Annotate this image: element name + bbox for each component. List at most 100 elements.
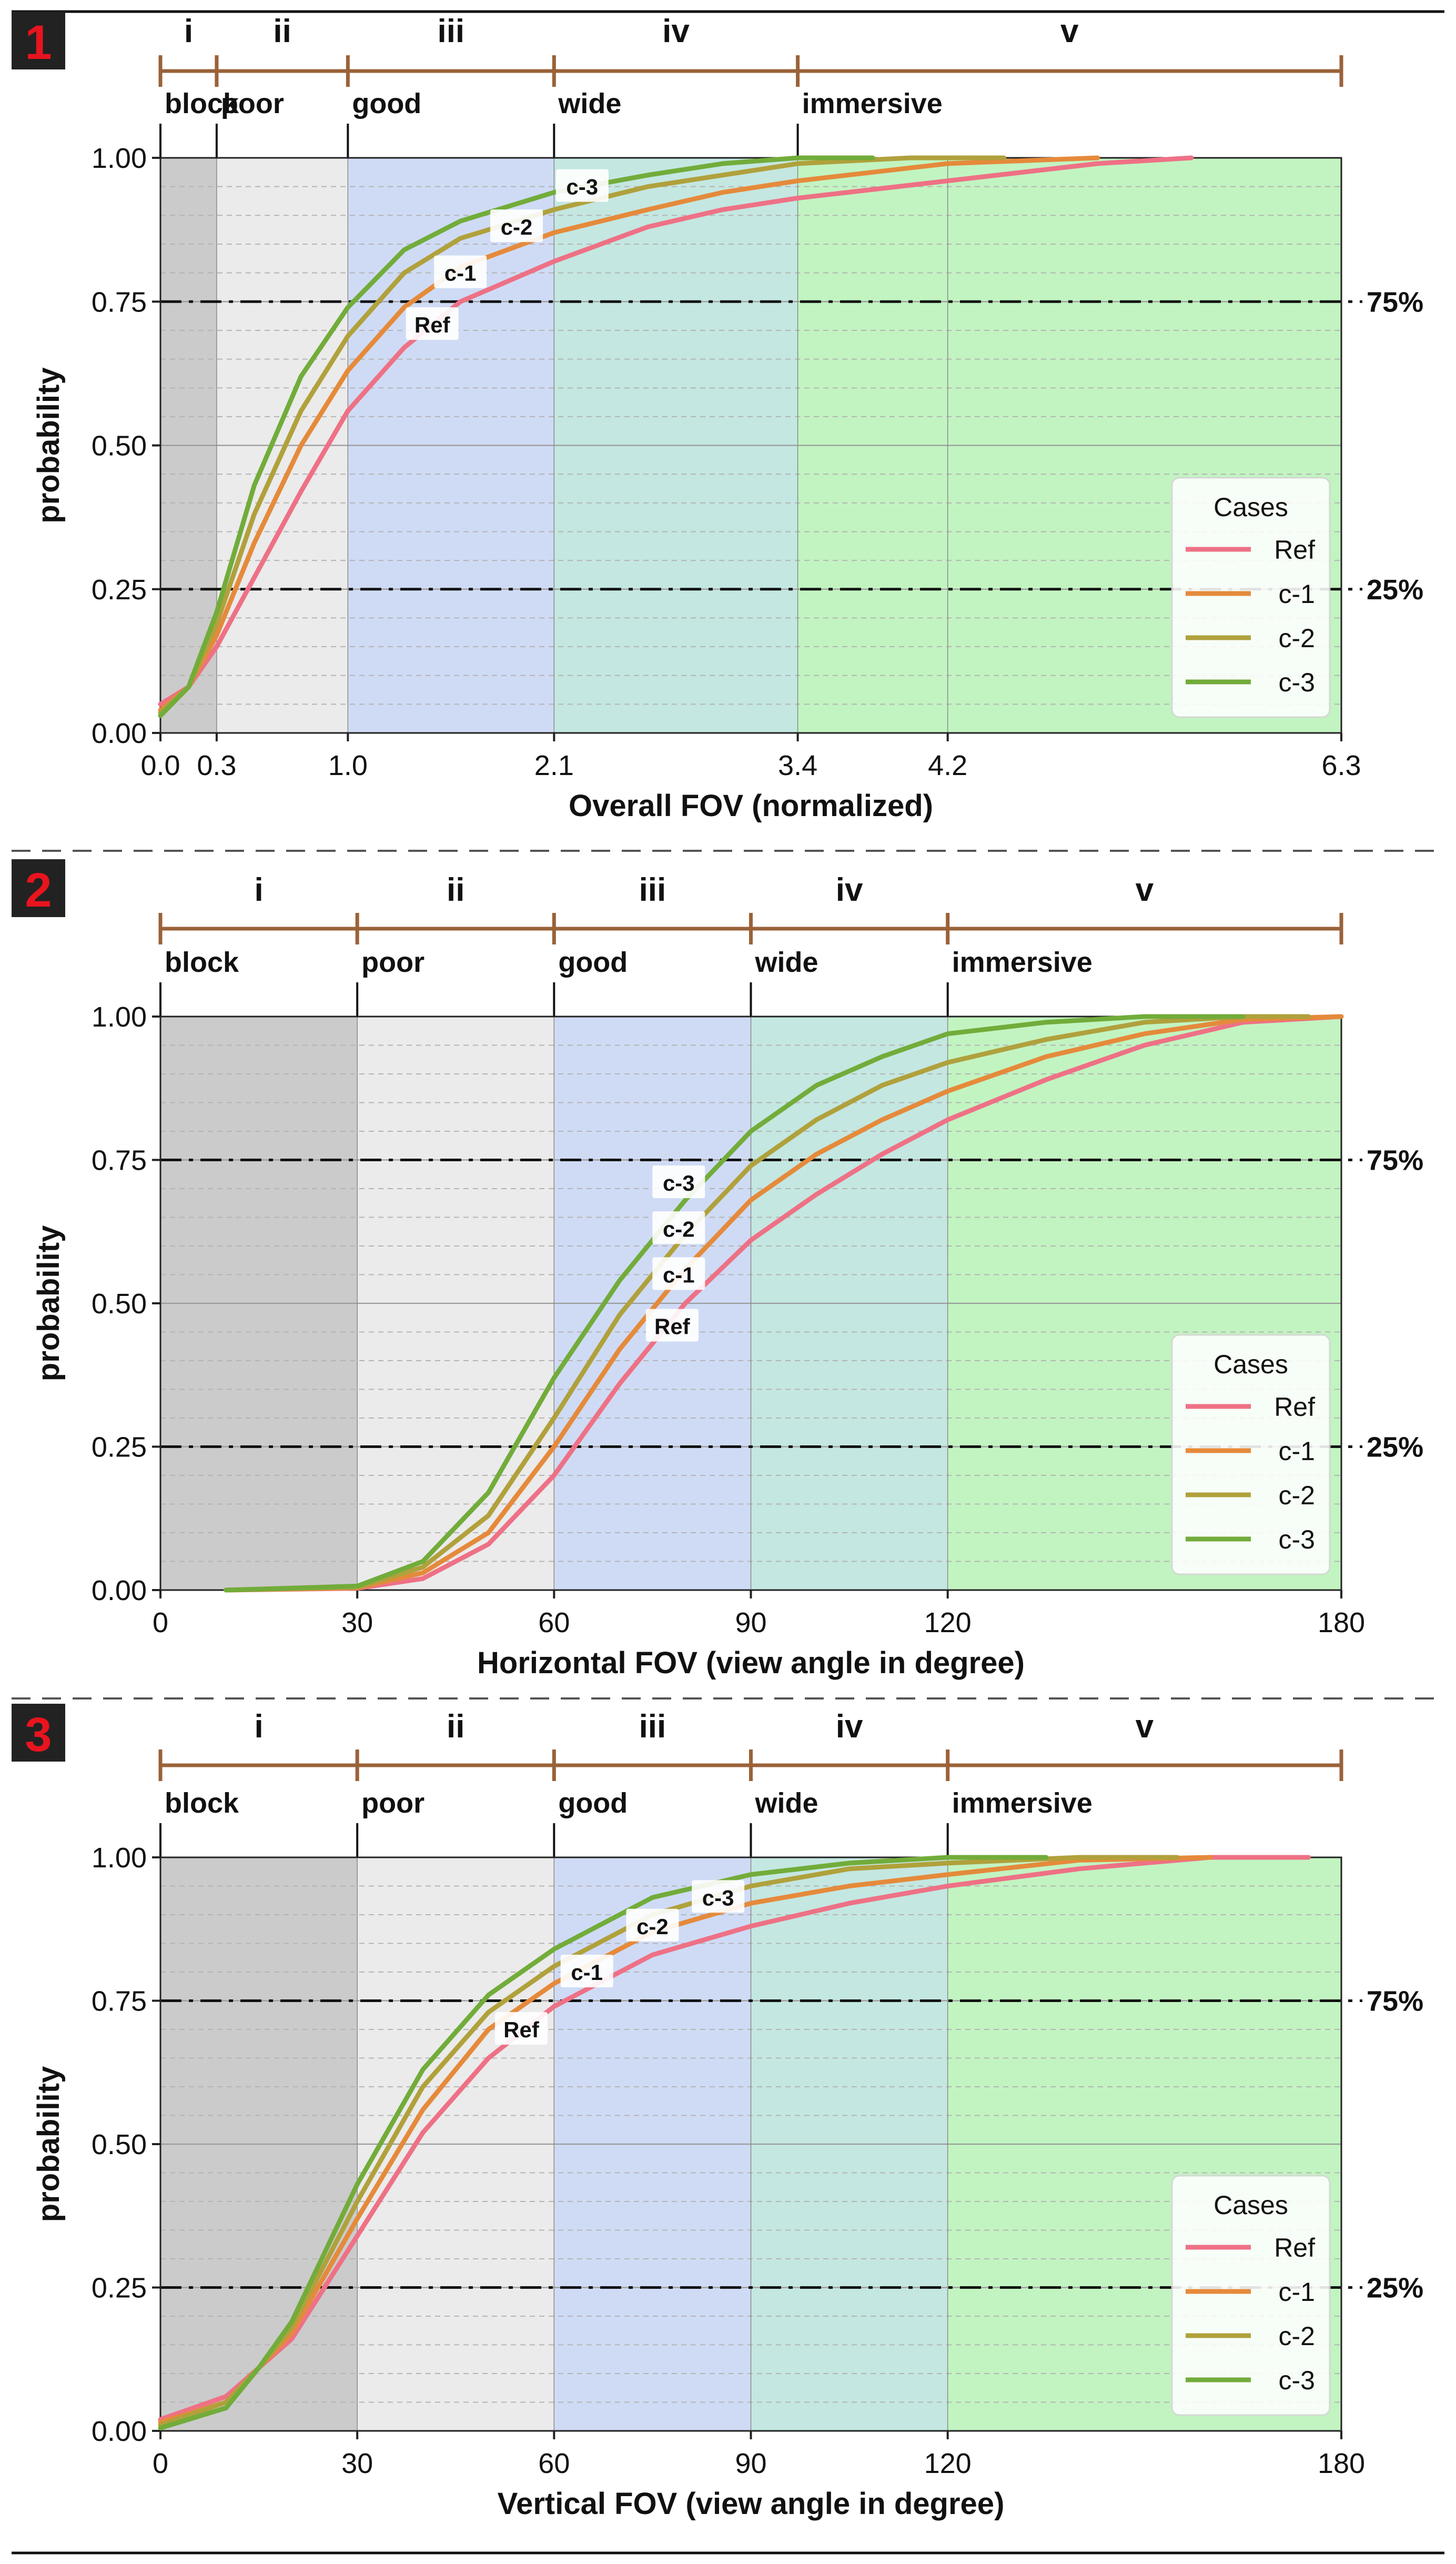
series-line-c-2 (158, 155, 1007, 716)
class-name-good: good (558, 1787, 628, 1819)
legend-box (1171, 1334, 1331, 1575)
x-tick-label: 90 (735, 2448, 766, 2479)
x-tick-label: 0 (153, 2448, 168, 2479)
legend-entry-ref: Ref (1274, 1392, 1315, 1422)
panel-badge (12, 1704, 65, 1762)
legend-entry-c-2: c-2 (1279, 2321, 1315, 2351)
y-axis-label: probability (32, 2066, 66, 2222)
legend-title: Cases (1214, 492, 1288, 522)
class-numeral: v (1060, 13, 1079, 49)
series-label-c-2: c-2 (636, 1914, 669, 1939)
series-line-ref (158, 155, 1194, 707)
class-numeral: v (1136, 1708, 1154, 1745)
class-name-poor: poor (361, 1787, 424, 1819)
legend-entry-ref: Ref (1274, 2233, 1315, 2263)
panel-badge-number: 2 (25, 863, 52, 917)
series-label-box (560, 1955, 613, 1987)
class-numeral: iv (836, 1708, 863, 1745)
legend-entry-c-3: c-3 (1279, 2366, 1315, 2395)
series-label-ref: Ref (503, 2017, 540, 2042)
class-numeral: ii (447, 872, 464, 908)
series-line-c-3 (158, 1855, 1049, 2431)
y-tick-label: 0.25 (92, 574, 147, 606)
y-tick-label: 1.00 (92, 143, 147, 174)
x-tick-label: 120 (924, 2448, 972, 2479)
series-label-c-1: c-1 (663, 1263, 695, 1288)
reference-label: 25% (1367, 574, 1423, 606)
class-name-poor: poor (221, 88, 284, 119)
series-line-c-3 (158, 155, 875, 718)
y-tick-label: 1.00 (92, 1842, 147, 1874)
series-label-box (652, 1211, 705, 1244)
x-axis-label: Vertical FOV (view angle in degree) (498, 2487, 1005, 2521)
series-label-box (494, 2012, 548, 2045)
class-numeral: ii (447, 1708, 464, 1745)
reference-label: 25% (1367, 2273, 1423, 2304)
series-line-c-3 (224, 1014, 1246, 1593)
series-label-c-2: c-2 (663, 1216, 695, 1241)
class-numeral: i (254, 1708, 263, 1745)
series-label-box (645, 1309, 699, 1342)
x-tick-label: 180 (1318, 1607, 1365, 1638)
legend-entry-c-2: c-2 (1279, 1481, 1315, 1510)
x-tick-label: 60 (538, 2448, 570, 2479)
class-numeral: i (254, 872, 263, 908)
class-numeral: iii (639, 1708, 666, 1745)
legend-entry-c-1: c-1 (1279, 1436, 1315, 1466)
x-tick-label: 1.0 (328, 750, 368, 781)
x-tick-label: 3.4 (778, 750, 817, 781)
y-tick-label: 1.00 (92, 1001, 147, 1033)
class-numeral: v (1136, 872, 1154, 908)
y-tick-label: 0.25 (92, 2273, 147, 2304)
x-tick-label: 0.3 (197, 750, 236, 781)
x-tick-label: 0 (153, 1607, 168, 1638)
y-tick-label: 0.75 (92, 1986, 147, 2017)
y-tick-label: 0.50 (92, 430, 147, 462)
class-name-good: good (558, 947, 628, 978)
x-tick-label: 60 (538, 1607, 570, 1638)
panel-badge (12, 859, 65, 917)
series-label-box (434, 255, 487, 288)
y-tick-label: 0.75 (92, 1145, 147, 1177)
class-name-good: good (352, 88, 421, 119)
x-tick-label: 180 (1318, 2448, 1365, 2479)
x-tick-label: 90 (735, 1607, 766, 1638)
y-tick-label: 0.75 (92, 286, 147, 318)
series-label-c-3: c-3 (566, 175, 598, 199)
x-tick-label: 2.1 (534, 750, 574, 781)
reference-label: 75% (1367, 1145, 1423, 1177)
series-label-box (555, 169, 609, 202)
legend-box (1171, 477, 1331, 718)
y-tick-label: 0.00 (92, 2416, 147, 2447)
x-tick-label: 6.3 (1321, 750, 1361, 781)
class-name-wide: wide (755, 1787, 818, 1819)
x-axis-label: Horizontal FOV (view angle in degree) (477, 1646, 1025, 1680)
reference-label: 75% (1367, 1986, 1423, 2017)
x-tick-label: 0.0 (140, 750, 180, 781)
x-tick-label: 30 (341, 1607, 373, 1638)
class-name-block: block (165, 1787, 239, 1819)
y-tick-label: 0.25 (92, 1432, 147, 1463)
series-label-box (652, 1165, 705, 1199)
series-label-box (692, 1880, 745, 1913)
series-label-c-1: c-1 (444, 261, 477, 286)
series-line-c-1 (158, 155, 1100, 712)
series-label-box (652, 1257, 705, 1290)
series-label-c-3: c-3 (663, 1171, 695, 1195)
y-axis-label: probability (32, 367, 66, 523)
class-name-wide: wide (558, 88, 621, 119)
class-numeral: iv (836, 872, 863, 908)
y-tick-label: 0.00 (92, 1575, 147, 1606)
legend-title: Cases (1214, 1350, 1288, 1379)
legend-entry-c-2: c-2 (1279, 624, 1315, 653)
legend-entry-c-1: c-1 (1279, 579, 1315, 609)
class-name-wide: wide (755, 947, 818, 978)
x-tick-label: 120 (924, 1607, 972, 1638)
panel-badge-number: 1 (25, 16, 52, 69)
y-axis-label: probability (32, 1225, 66, 1381)
class-name-immersive: immersive (952, 1787, 1093, 1819)
